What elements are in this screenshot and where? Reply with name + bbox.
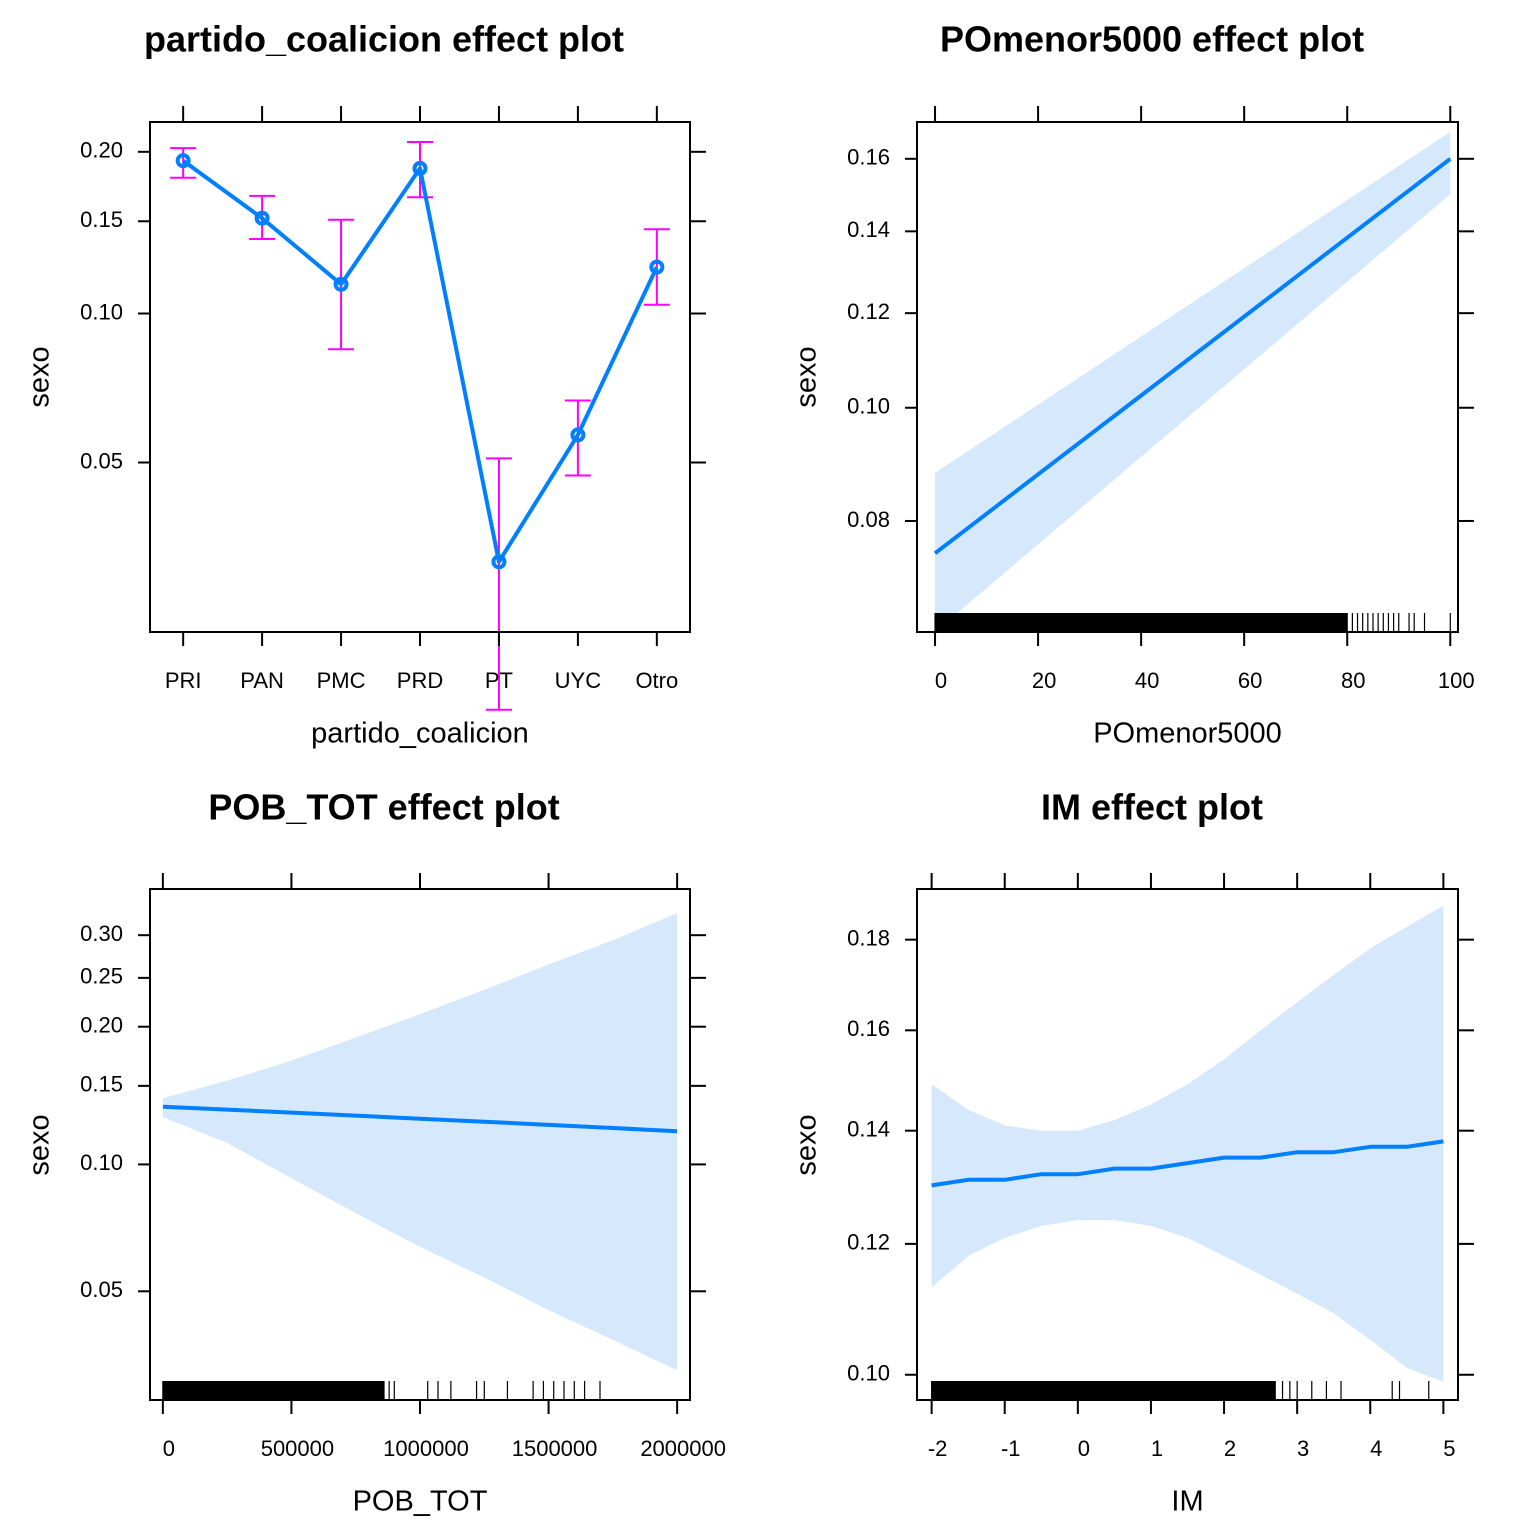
rug-marks	[162, 1381, 601, 1399]
x-axis-label: partido_coalicion	[311, 718, 529, 750]
y-axis-label: sexo	[24, 346, 56, 407]
x-tick-label: PT	[485, 668, 513, 693]
y-tick-label: 0.10	[80, 1150, 123, 1175]
fit-line	[162, 1104, 678, 1134]
x-tick-label: -1	[1001, 1436, 1021, 1461]
error-bar	[643, 228, 670, 306]
y-tick-label: 0.15	[80, 1072, 123, 1097]
chart-title: POB_TOT effect plot	[208, 787, 559, 828]
pobtot-panel: POB_TOT effect plot POB_TOT sexo 0.05 0.10 0.…	[24, 787, 726, 1518]
y-tick-label: 0.12	[847, 1230, 890, 1255]
im-panel: IM effect plot IM sexo 0.10 0.12 0.14 0.16 0.18…	[791, 787, 1474, 1518]
x-tick-label: 2	[1224, 1436, 1236, 1461]
x-tick-label: 4	[1370, 1436, 1382, 1461]
x-axis-label: POmenor5000	[1093, 718, 1282, 750]
partido-panel: partido_coalicion effect plot partido_coa…	[24, 19, 706, 750]
chart-title: POmenor5000 effect plot	[940, 19, 1364, 60]
x-tick-label: 100	[1438, 668, 1475, 693]
rug-dense-block	[162, 1381, 384, 1399]
x-tick-label: UYC	[555, 668, 602, 693]
y-tick-label: 0.20	[80, 1013, 123, 1038]
rug-dense-block	[935, 613, 1348, 631]
x-tick-label: PRD	[397, 668, 443, 693]
x-tick-label: PMC	[317, 668, 366, 693]
x-tick-label: 2000000	[640, 1436, 726, 1461]
x-tick-label: PRI	[165, 668, 202, 693]
y-axis-label: sexo	[791, 346, 823, 407]
x-tick-label: 0	[935, 668, 947, 693]
confidence-band	[931, 905, 1444, 1382]
pomenor-panel: POmenor5000 effect plot POmenor5000 sexo 0.…	[791, 19, 1475, 750]
x-tick-label: 1000000	[383, 1436, 469, 1461]
fit-line	[182, 159, 659, 564]
y-tick-label: 0.30	[80, 921, 123, 946]
y-tick-label: 0.20	[80, 138, 123, 163]
fit-line	[931, 1139, 1444, 1188]
x-tick-label: 1500000	[512, 1436, 598, 1461]
data-point	[570, 427, 586, 443]
data-point	[333, 276, 349, 292]
x-tick-label: Otro	[635, 668, 678, 693]
fit-line	[933, 157, 1452, 555]
y-tick-label: 0.25	[80, 964, 123, 989]
y-tick-label: 0.10	[847, 394, 890, 419]
y-tick-label: 0.14	[847, 217, 890, 242]
x-tick-label: 20	[1032, 668, 1056, 693]
data-point	[175, 153, 191, 169]
x-tick-label: 40	[1135, 668, 1159, 693]
y-tick-label: 0.18	[847, 925, 890, 950]
confidence-band	[162, 913, 678, 1371]
y-tick-label: 0.14	[847, 1117, 890, 1142]
x-tick-label: 60	[1238, 668, 1262, 693]
y-tick-label: 0.10	[80, 299, 123, 324]
y-tick-label: 0.16	[847, 145, 890, 170]
confidence-band	[935, 131, 1451, 633]
x-axis-label: IM	[1171, 1486, 1203, 1518]
chart-title: partido_coalicion effect plot	[144, 19, 624, 60]
data-point	[491, 554, 507, 570]
chart-title: IM effect plot	[1041, 787, 1263, 828]
plot-frame	[149, 121, 691, 633]
x-tick-label: 3	[1297, 1436, 1309, 1461]
y-tick-label: 0.10	[847, 1361, 890, 1386]
y-axis-label: sexo	[24, 1114, 56, 1175]
y-tick-label: 0.12	[847, 299, 890, 324]
x-tick-label: 0	[163, 1436, 175, 1461]
x-tick-label: 5	[1443, 1436, 1455, 1461]
data-point	[649, 259, 665, 275]
x-tick-label: -2	[928, 1436, 948, 1461]
rug-marks	[931, 1381, 1430, 1399]
x-tick-label: 0	[1078, 1436, 1090, 1461]
plot-frame	[916, 888, 1459, 1401]
data-point	[412, 160, 428, 176]
rug-marks	[934, 613, 1451, 631]
y-tick-label: 0.16	[847, 1016, 890, 1041]
y-tick-label: 0.05	[80, 1277, 123, 1302]
data-point	[254, 210, 270, 226]
x-tick-label: 500000	[261, 1436, 334, 1461]
y-tick-label: 0.08	[847, 507, 890, 532]
error-bar	[485, 457, 512, 711]
x-tick-label: 1	[1151, 1436, 1163, 1461]
x-tick-label: 80	[1341, 668, 1365, 693]
x-axis-label: POB_TOT	[353, 1486, 488, 1518]
y-tick-label: 0.05	[80, 448, 123, 473]
x-tick-label: PAN	[240, 668, 284, 693]
plot-frame	[916, 121, 1459, 633]
rug-dense-block	[931, 1381, 1276, 1399]
y-tick-label: 0.15	[80, 207, 123, 232]
y-axis-label: sexo	[791, 1114, 823, 1175]
